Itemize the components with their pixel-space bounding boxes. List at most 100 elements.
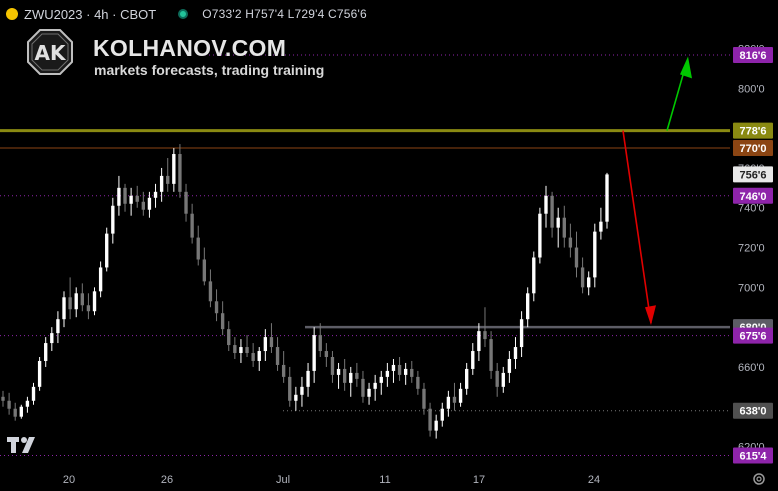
candle[interactable] (587, 277, 591, 288)
candle[interactable] (440, 408, 444, 421)
candle[interactable] (428, 408, 432, 431)
candle[interactable] (117, 187, 121, 206)
candle[interactable] (342, 368, 347, 383)
candle[interactable] (489, 339, 493, 371)
candle[interactable] (416, 376, 420, 389)
candle[interactable] (123, 187, 127, 204)
candle[interactable] (349, 372, 353, 383)
candle[interactable] (507, 358, 512, 373)
candle[interactable] (141, 201, 146, 210)
candle[interactable] (245, 347, 249, 354)
candle[interactable] (135, 195, 139, 202)
candle[interactable] (288, 376, 292, 401)
candle[interactable] (580, 267, 585, 288)
candle[interactable] (336, 368, 341, 375)
candle[interactable] (593, 231, 597, 278)
candle[interactable] (196, 237, 200, 260)
candle[interactable] (574, 247, 579, 268)
candle[interactable] (178, 154, 182, 192)
symbol-dot-icon[interactable] (6, 8, 18, 20)
candle[interactable] (538, 213, 542, 258)
candle[interactable] (1, 396, 5, 401)
candle[interactable] (550, 195, 554, 228)
candle[interactable] (544, 195, 548, 214)
candle[interactable] (105, 233, 109, 268)
candle[interactable] (318, 335, 322, 352)
candle[interactable] (147, 197, 152, 210)
candle[interactable] (220, 313, 225, 330)
candle[interactable] (501, 372, 505, 387)
candle[interactable] (190, 213, 194, 238)
candle[interactable] (458, 388, 463, 403)
candle[interactable] (129, 195, 133, 204)
candle[interactable] (410, 368, 414, 377)
candle[interactable] (464, 368, 469, 389)
candle[interactable] (86, 305, 91, 312)
candle[interactable] (568, 237, 573, 248)
candle[interactable] (385, 370, 390, 377)
candle[interactable] (263, 337, 268, 352)
candle[interactable] (269, 337, 274, 348)
candle[interactable] (471, 351, 475, 369)
candle[interactable] (605, 174, 609, 222)
candle[interactable] (355, 372, 359, 379)
candle[interactable] (239, 347, 243, 354)
candle[interactable] (80, 293, 84, 306)
candle[interactable] (166, 175, 170, 184)
candle[interactable] (227, 329, 231, 346)
candle[interactable] (251, 353, 255, 361)
candle[interactable] (13, 408, 17, 417)
candle[interactable] (532, 257, 536, 294)
candle[interactable] (513, 347, 518, 359)
candle[interactable] (172, 154, 176, 184)
candle[interactable] (483, 331, 487, 340)
candle[interactable] (31, 386, 36, 401)
candle[interactable] (519, 319, 524, 348)
candle[interactable] (92, 291, 97, 312)
candle[interactable] (477, 331, 481, 352)
candle[interactable] (300, 386, 304, 395)
candle[interactable] (214, 301, 219, 314)
candle[interactable] (452, 396, 457, 403)
candle[interactable] (111, 205, 115, 234)
candle[interactable] (373, 382, 377, 389)
tradingview-logo-icon[interactable] (7, 436, 39, 454)
candle[interactable] (184, 191, 188, 214)
candle[interactable] (397, 364, 402, 375)
candle[interactable] (391, 364, 396, 371)
candle[interactable] (281, 364, 286, 377)
candle[interactable] (361, 378, 365, 397)
candle[interactable] (44, 343, 48, 361)
candle[interactable] (330, 356, 335, 375)
candle[interactable] (202, 259, 207, 282)
candle[interactable] (367, 388, 371, 397)
candle[interactable] (98, 267, 103, 292)
candle[interactable] (495, 370, 499, 387)
candle[interactable] (403, 368, 408, 375)
candle[interactable] (257, 351, 261, 361)
candle[interactable] (56, 319, 60, 334)
candle[interactable] (599, 221, 603, 232)
candle[interactable] (153, 191, 158, 198)
candle[interactable] (37, 360, 42, 387)
candle[interactable] (233, 345, 237, 354)
symbol-title[interactable]: ZWU2023 · 4h · CBOT (24, 6, 157, 22)
candle[interactable] (294, 394, 298, 401)
candle[interactable] (526, 293, 530, 320)
candle[interactable] (19, 406, 23, 417)
candle[interactable] (275, 347, 280, 365)
candle[interactable] (62, 297, 66, 320)
candle[interactable] (159, 175, 164, 192)
candle[interactable] (7, 400, 11, 409)
settings-gear-icon[interactable] (752, 472, 766, 486)
candle[interactable] (74, 293, 78, 310)
candle[interactable] (312, 335, 316, 371)
candle[interactable] (422, 388, 426, 409)
candle[interactable] (324, 351, 329, 357)
candle[interactable] (434, 420, 438, 431)
candle[interactable] (446, 396, 451, 409)
candle[interactable] (208, 281, 213, 302)
candle[interactable] (68, 297, 72, 310)
candle[interactable] (379, 376, 383, 383)
